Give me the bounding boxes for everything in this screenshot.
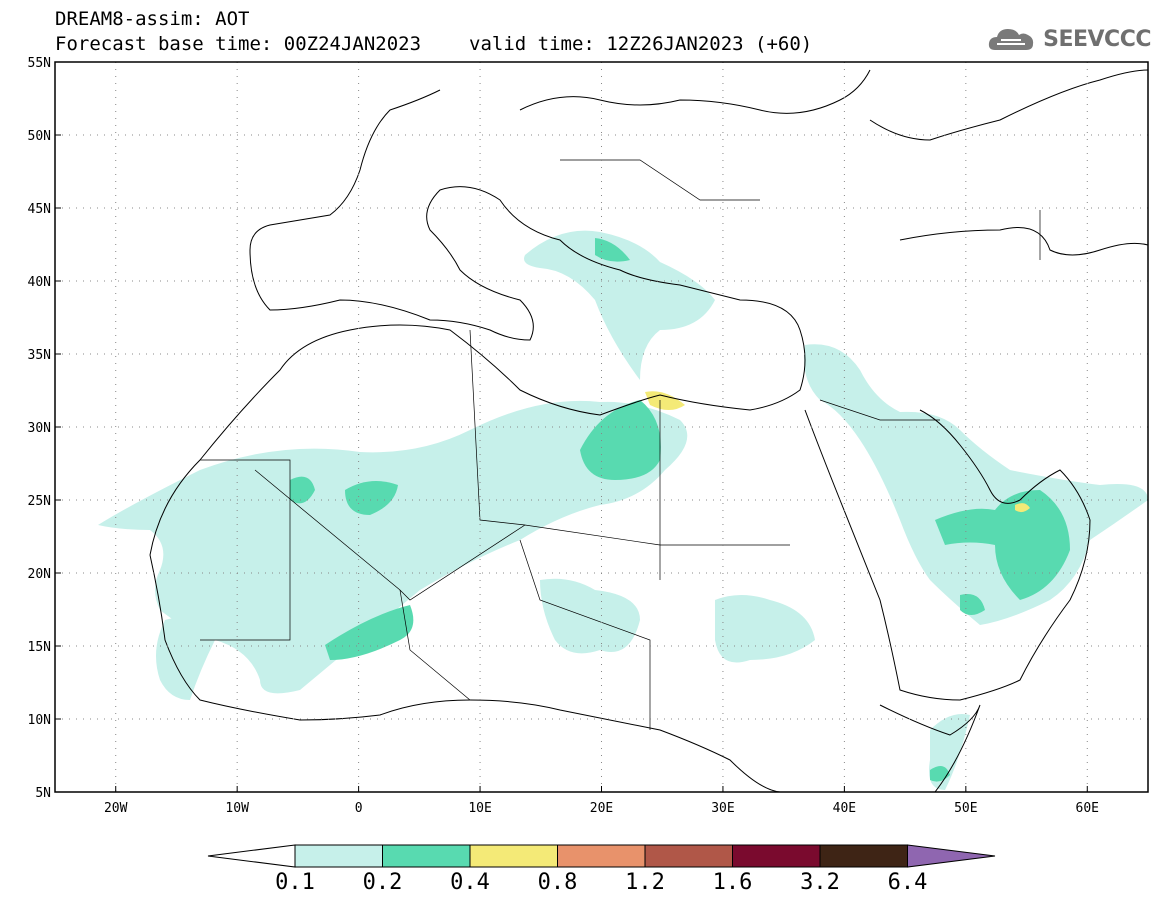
colorbar-label: 0.1 [275, 870, 315, 895]
lon-label: 10W [225, 801, 249, 816]
lon-label: 20E [590, 801, 613, 816]
colorbar-segment [732, 844, 821, 868]
coastlines [149, 69, 1148, 792]
lat-label: 25N [28, 494, 51, 509]
cloud-logo-icon [989, 29, 1034, 50]
lat-label: 30N [28, 421, 51, 436]
colorbar-segment [644, 844, 733, 868]
lon-label: 0 [355, 801, 363, 816]
lon-label: 40E [833, 801, 856, 816]
colorbar-label: 3.2 [800, 870, 840, 895]
map-title: DREAM8-assim: AOT [55, 8, 250, 30]
colorbar-segment [469, 844, 558, 868]
forecast-times: Forecast base time: 00Z24JAN2023 valid ti… [55, 33, 812, 55]
brand-logo: SEEVCCC [987, 22, 1151, 56]
colorbar-over-triangle [907, 844, 996, 868]
aot-band-0.2-0.4 [290, 238, 1070, 782]
colorbar-segment [382, 844, 471, 868]
colorbar-label: 6.4 [887, 870, 928, 895]
lon-label: 50E [954, 801, 977, 816]
latitude-labels: 55N 50N 45N 40N 35N 30N 25N 20N 15N 10N 5N [28, 56, 61, 801]
colorbar-label: 0.8 [537, 870, 578, 895]
lat-label: 40N [28, 275, 51, 290]
lon-label: 30E [711, 801, 734, 816]
lat-label: 35N [28, 348, 51, 363]
colorbar-segment [557, 844, 646, 868]
aot-field [98, 230, 1148, 790]
base-time: Forecast base time: 00Z24JAN2023 [55, 33, 422, 55]
graticule [55, 62, 1148, 792]
colorbar-segment [819, 844, 908, 868]
lat-label: 50N [28, 129, 51, 144]
colorbar-label: 1.2 [625, 870, 665, 895]
country-borders [200, 159, 1041, 730]
colorbar-label: 1.6 [712, 870, 753, 895]
lat-label: 20N [28, 567, 51, 582]
colorbar-segment [294, 844, 383, 868]
colorbar-label: 0.2 [362, 870, 403, 895]
lat-label: 45N [28, 202, 51, 217]
lat-label: 15N [28, 640, 51, 655]
longitude-labels: 20W 10W 0 10E 20E 30E 40E 50E 60E [104, 786, 1099, 816]
colorbar [207, 844, 996, 868]
lon-label: 10E [468, 801, 491, 816]
valid-time: valid time: 12Z26JAN2023 (+60) [469, 33, 813, 55]
lon-label: 60E [1076, 801, 1099, 816]
lat-label: 5N [35, 786, 51, 801]
lat-label: 55N [28, 56, 51, 71]
lon-label: 20W [104, 801, 128, 816]
lat-label: 10N [28, 713, 51, 728]
colorbar-under-triangle [207, 844, 296, 868]
colorbar-label: 0.4 [450, 870, 490, 895]
brand-name: SEEVCCC [1043, 26, 1151, 52]
